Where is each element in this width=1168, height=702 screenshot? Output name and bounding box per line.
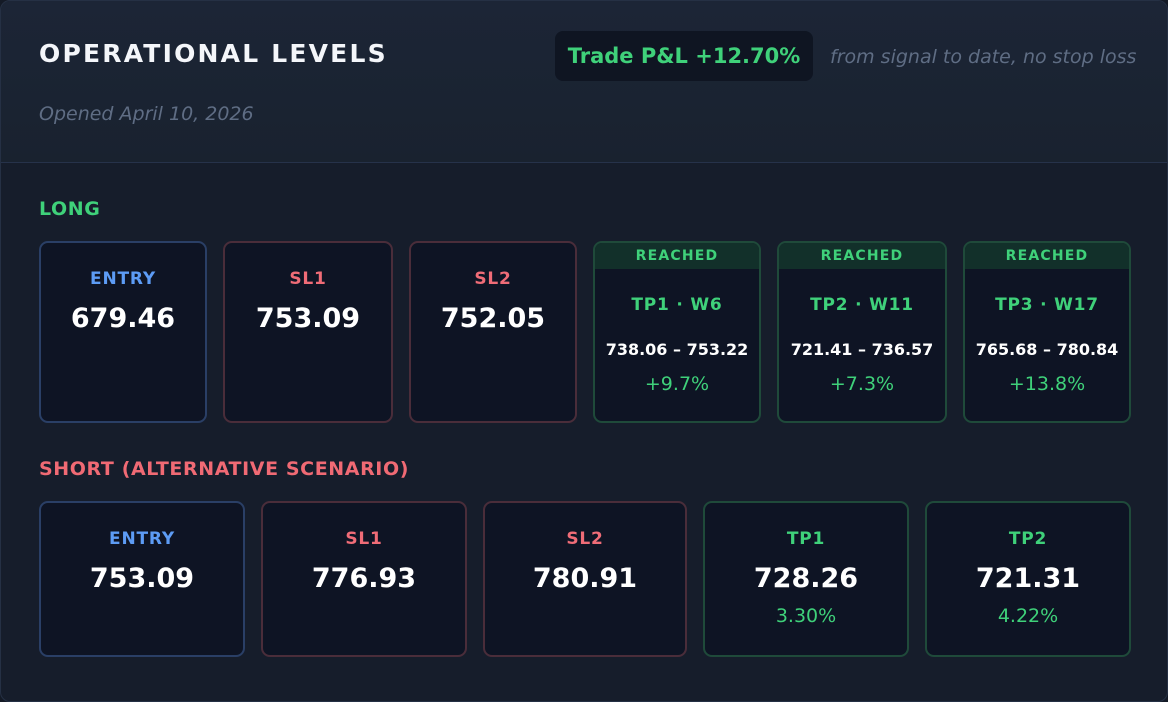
long-sl2-card: SL2 752.05 xyxy=(409,241,577,423)
long-tp2-range: 721.41 – 736.57 xyxy=(790,340,934,359)
trade-pnl-badge: Trade P&L +12.70% xyxy=(555,31,813,81)
long-tp3-card: REACHED TP3 · W17 765.68 – 780.84 +13.8% xyxy=(963,241,1131,423)
reached-badge: REACHED xyxy=(779,243,945,269)
page-title: OPERATIONAL LEVELS xyxy=(39,39,388,68)
short-sl1-value: 776.93 xyxy=(311,563,417,594)
long-tp1-pct: +9.7% xyxy=(644,373,710,395)
short-entry-value: 753.09 xyxy=(89,563,195,594)
reached-badge: REACHED xyxy=(965,243,1129,269)
long-sl2-value: 752.05 xyxy=(440,303,546,334)
long-entry-value: 679.46 xyxy=(70,303,176,334)
long-sl1-label: SL1 xyxy=(289,269,327,289)
short-tp1-label: TP1 xyxy=(786,529,826,549)
short-tp1-card: TP1 728.26 3.30% xyxy=(703,501,909,657)
long-section-label: LONG xyxy=(39,198,101,220)
long-tp3-pct: +13.8% xyxy=(1008,373,1086,395)
pnl-note: from signal to date, no stop loss xyxy=(830,46,1137,68)
long-tp3-label: TP3 · W17 xyxy=(995,295,1099,315)
short-tp2-value: 721.31 xyxy=(975,563,1081,594)
long-entry-label: ENTRY xyxy=(90,269,156,289)
long-tp1-range: 738.06 – 753.22 xyxy=(605,340,749,359)
long-tp2-card: REACHED TP2 · W11 721.41 – 736.57 +7.3% xyxy=(777,241,947,423)
long-sl1-card: SL1 753.09 xyxy=(223,241,393,423)
short-section-label: SHORT (ALTERNATIVE SCENARIO) xyxy=(39,458,410,480)
short-sl2-card: SL2 780.91 xyxy=(483,501,687,657)
short-sl1-card: SL1 776.93 xyxy=(261,501,467,657)
long-sl1-value: 753.09 xyxy=(255,303,361,334)
long-entry-card: ENTRY 679.46 xyxy=(39,241,207,423)
reached-badge: REACHED xyxy=(595,243,759,269)
short-sl2-value: 780.91 xyxy=(532,563,638,594)
long-tp1-card: REACHED TP1 · W6 738.06 – 753.22 +9.7% xyxy=(593,241,761,423)
long-tp2-label: TP2 · W11 xyxy=(810,295,914,315)
long-tp3-range: 765.68 – 780.84 xyxy=(975,340,1119,359)
short-tp2-pct: 4.22% xyxy=(997,605,1059,627)
short-sl2-label: SL2 xyxy=(566,529,604,549)
short-entry-card: ENTRY 753.09 xyxy=(39,501,245,657)
long-tp2-pct: +7.3% xyxy=(829,373,895,395)
long-tp1-label: TP1 · W6 xyxy=(631,295,723,315)
opened-date: Opened April 10, 2026 xyxy=(39,103,254,125)
short-tp1-value: 728.26 xyxy=(753,563,859,594)
short-sl1-label: SL1 xyxy=(345,529,383,549)
long-sl2-label: SL2 xyxy=(474,269,512,289)
short-tp2-card: TP2 721.31 4.22% xyxy=(925,501,1131,657)
short-entry-label: ENTRY xyxy=(109,529,175,549)
panel-header: OPERATIONAL LEVELS Opened April 10, 2026… xyxy=(1,1,1167,163)
short-tp2-label: TP2 xyxy=(1008,529,1048,549)
short-tp1-pct: 3.30% xyxy=(775,605,837,627)
